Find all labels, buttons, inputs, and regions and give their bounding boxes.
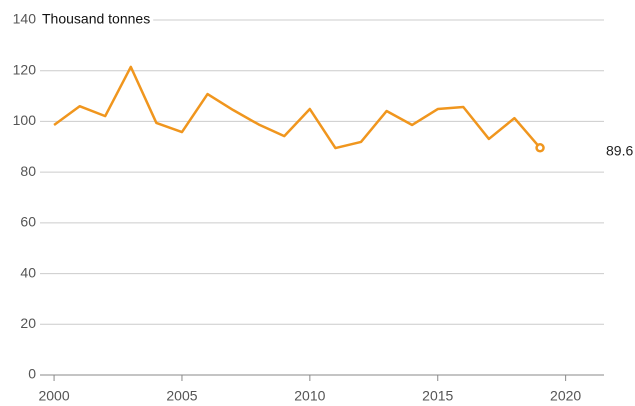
y-tick-label: 60 xyxy=(20,214,36,230)
y-tick-label: 40 xyxy=(20,264,36,280)
x-tick-label: 2005 xyxy=(166,388,197,404)
y-tick-label: 80 xyxy=(20,163,36,179)
end-marker xyxy=(535,143,545,153)
x-tick-label: 2000 xyxy=(38,388,69,404)
y-label-background xyxy=(39,10,154,27)
y-tick-label: 120 xyxy=(13,61,37,77)
y-tick-label: 140 xyxy=(13,11,37,27)
y-tick-label: 20 xyxy=(20,315,36,331)
y-axis-label: Thousand tonnes xyxy=(42,11,150,27)
x-tick-label: 2015 xyxy=(422,388,453,404)
x-tick-label: 2020 xyxy=(550,388,581,404)
x-tick-label: 2010 xyxy=(294,388,325,404)
y-tick-label: 0 xyxy=(28,366,36,382)
line xyxy=(53,65,542,150)
y-tick-label: 100 xyxy=(13,112,37,128)
end-label: 89.6 xyxy=(606,143,633,159)
